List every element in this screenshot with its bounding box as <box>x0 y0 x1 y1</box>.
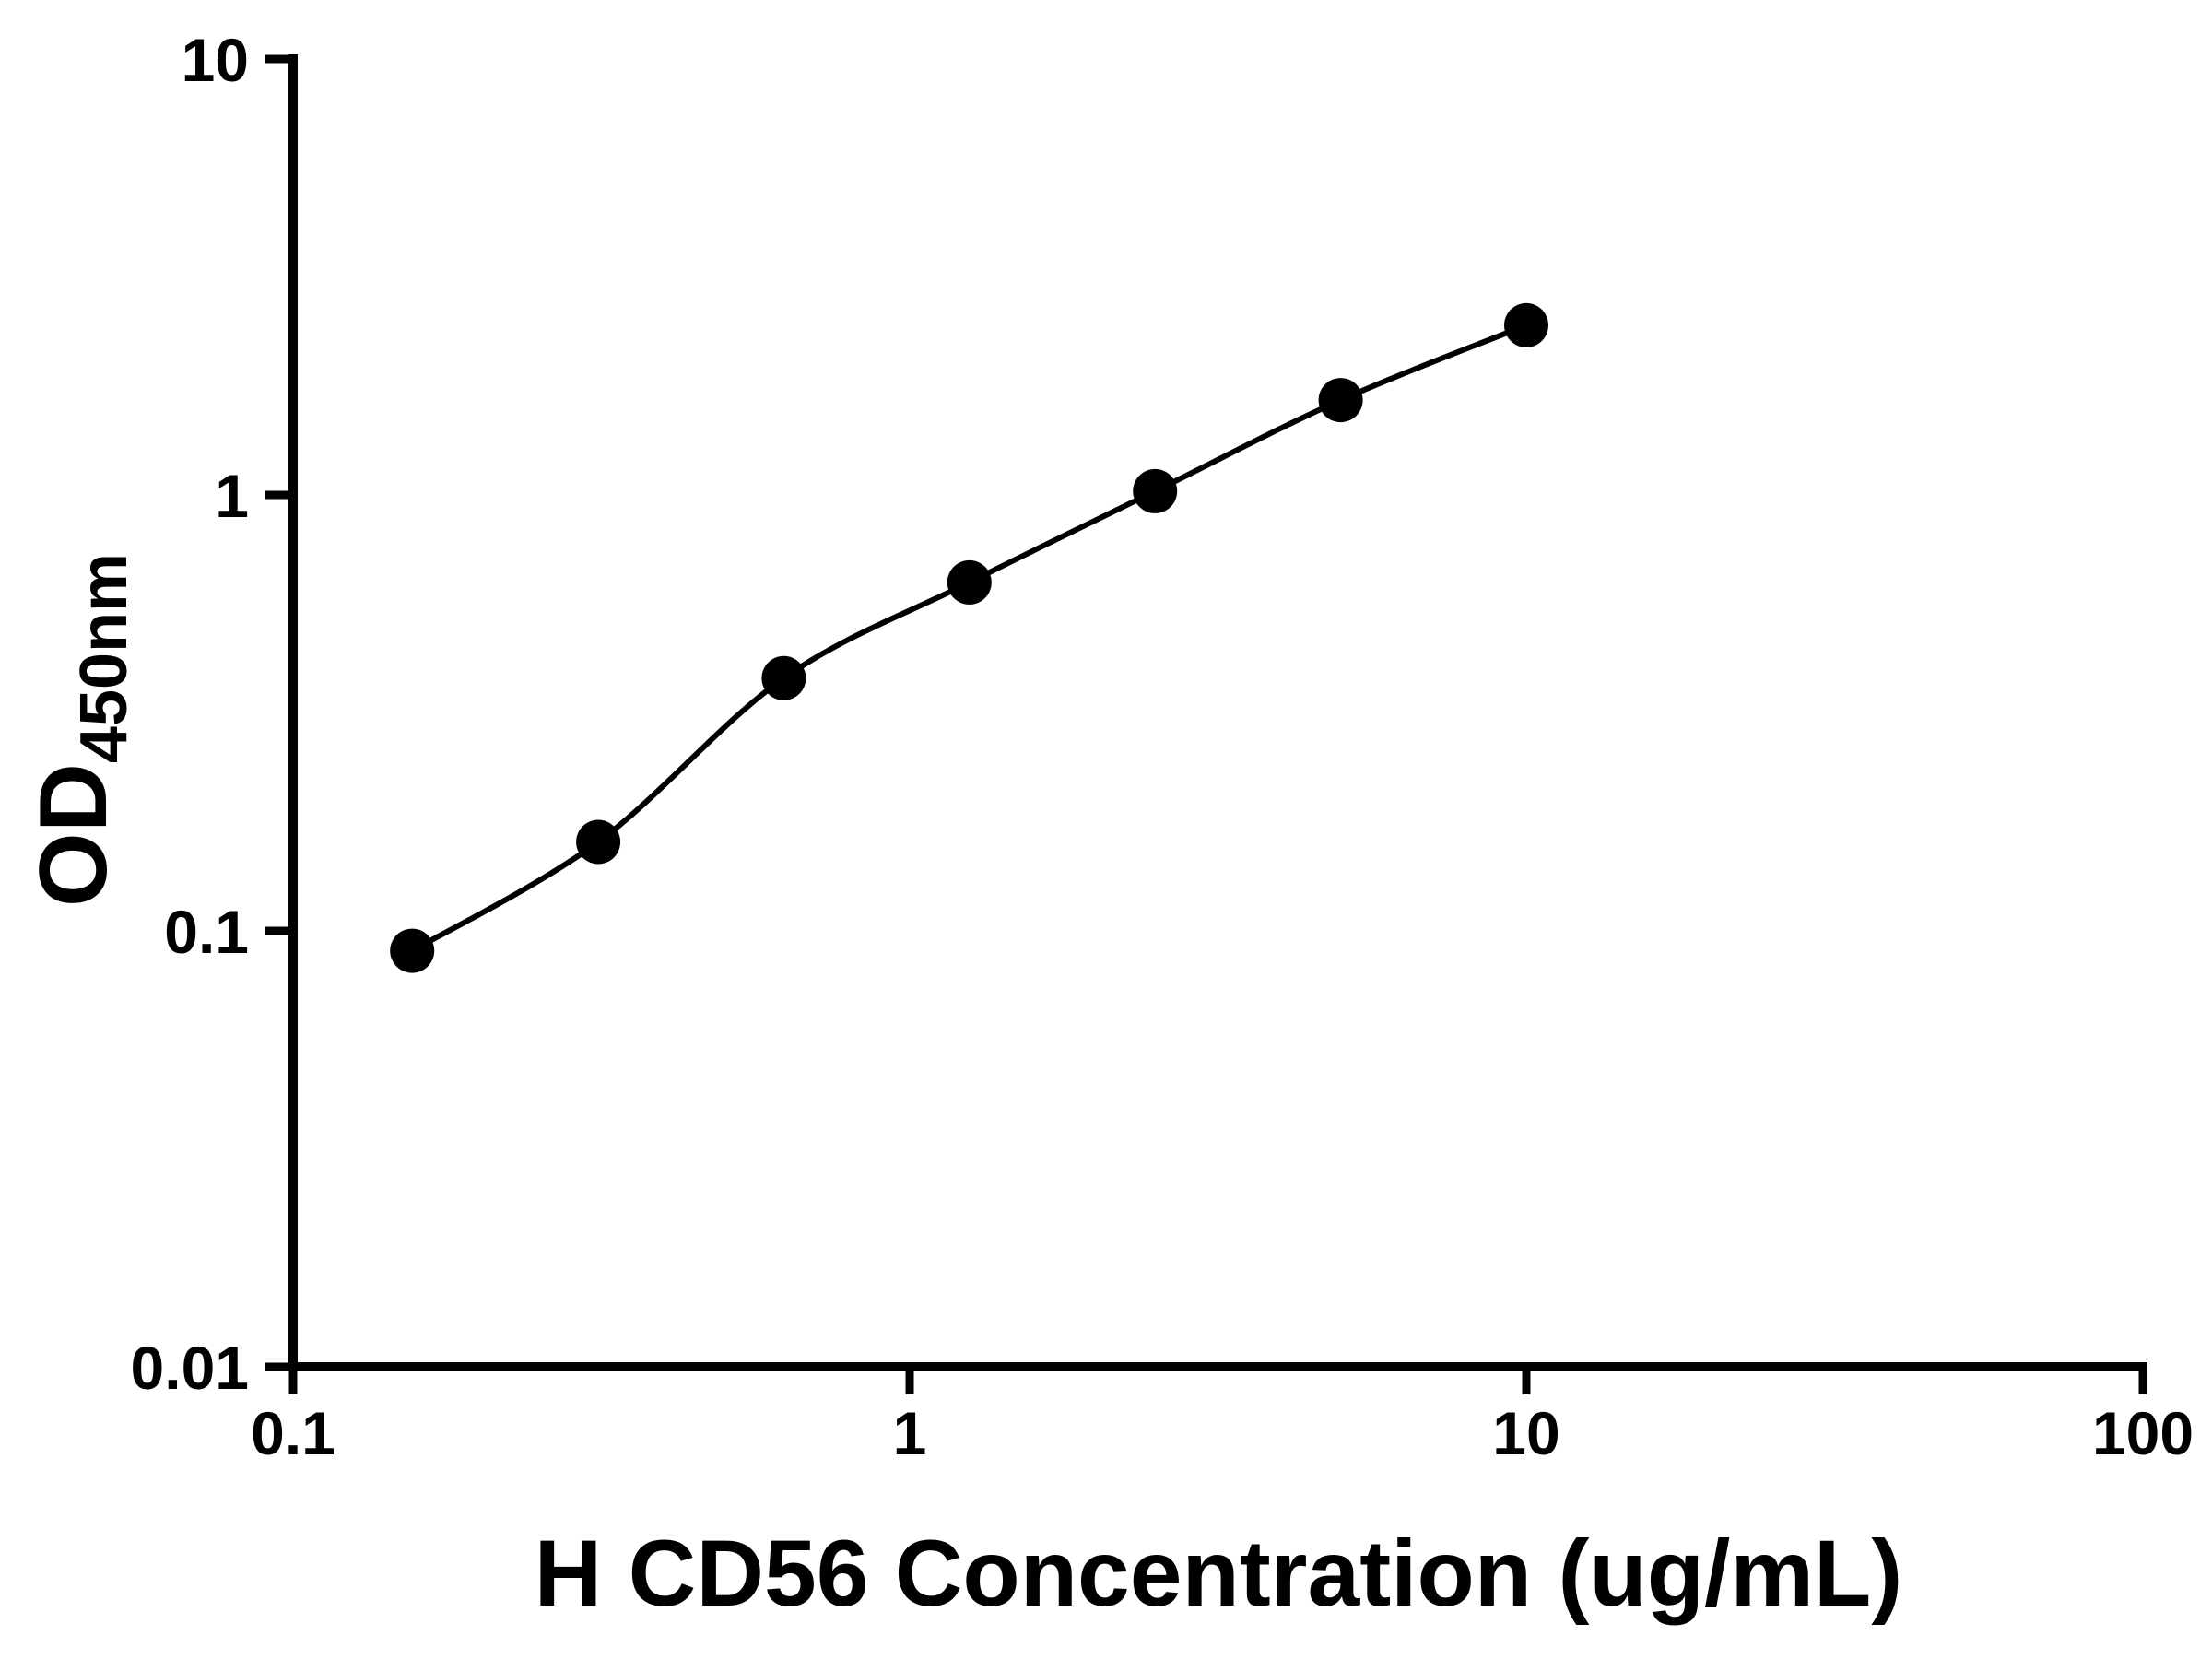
data-points <box>390 302 1548 973</box>
x-tick-labels: 0.1 1 10 100 <box>251 1399 2194 1467</box>
x-tick-label: 1 <box>893 1399 927 1467</box>
axes <box>288 54 2147 1371</box>
x-axis-title: H CD56 Concentration (ug/mL) <box>535 1521 1903 1626</box>
y-axis-title-subscript: 450nm <box>67 553 141 763</box>
data-point <box>576 819 621 865</box>
axis-ticks <box>265 54 2147 1394</box>
x-tick-label: 100 <box>2092 1399 2194 1467</box>
y-tick-label: 10 <box>182 26 249 94</box>
y-tick-label: 1 <box>215 462 249 530</box>
data-point <box>761 655 806 700</box>
y-tick-label: 0.1 <box>164 898 249 966</box>
y-tick-label: 0.01 <box>131 1334 249 1402</box>
fit-curve <box>410 323 1528 954</box>
x-tick-label: 0.1 <box>251 1399 335 1467</box>
y-axis-title: OD450nm <box>20 553 141 907</box>
data-point <box>1318 378 1363 423</box>
y-tick-labels: 0.01 0.1 1 10 <box>131 26 249 1402</box>
data-point <box>1504 302 1548 347</box>
data-point <box>1133 468 1178 513</box>
y-axis-title-main: OD <box>20 763 127 907</box>
data-point <box>947 559 992 605</box>
x-tick-label: 10 <box>1492 1399 1559 1467</box>
data-point <box>390 928 435 973</box>
